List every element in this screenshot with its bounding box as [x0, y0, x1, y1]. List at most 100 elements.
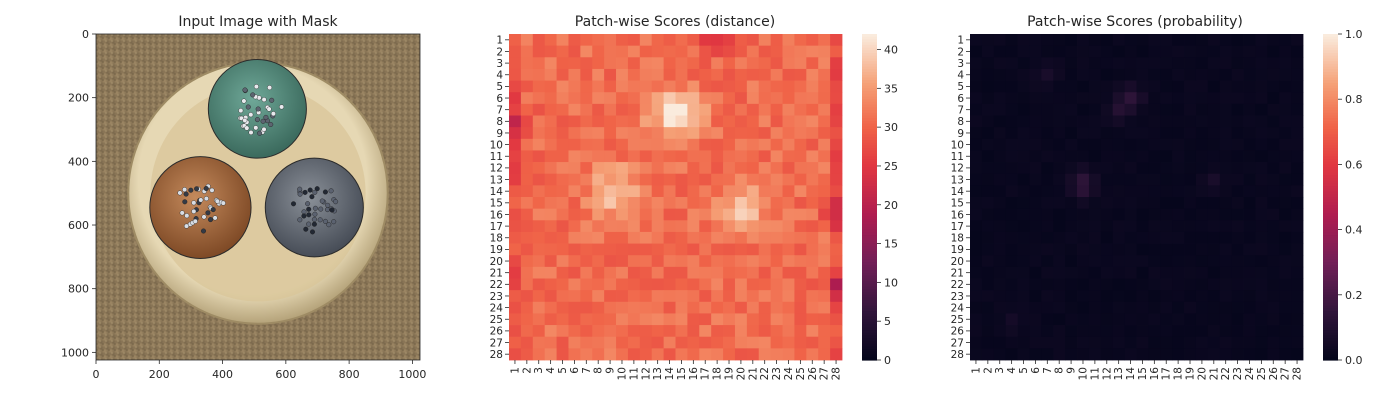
heatmap-cell [782, 162, 795, 175]
colorbar-segment [1323, 66, 1338, 70]
colorbar-segment [862, 327, 877, 331]
colorbar-segment [862, 50, 877, 54]
heatmap-cell [711, 92, 724, 105]
heatmap-cell [1041, 92, 1054, 105]
x-tick-label: 10 [616, 367, 628, 380]
heatmap-cell [993, 348, 1007, 361]
heatmap-cell [520, 266, 534, 279]
heatmap-cell [699, 162, 712, 175]
y-tick-label: 4 [496, 70, 503, 82]
heatmap-cell [1136, 45, 1149, 58]
heatmap-cell [1279, 325, 1292, 338]
heatmap-cell [1112, 325, 1125, 338]
heatmap-cell [1148, 220, 1161, 233]
heatmap-cell [818, 313, 831, 326]
heatmap-cell [794, 173, 807, 186]
heatmap-cell [1077, 255, 1090, 268]
heatmap-cell [993, 243, 1007, 256]
heatmap-cell [981, 231, 995, 244]
heatmap-cell [1219, 162, 1233, 175]
heatmap-cell [1041, 127, 1054, 140]
x-tick-label: 20 [735, 367, 747, 380]
heatmap-cell [830, 243, 843, 256]
heatmap-cell [544, 127, 557, 140]
heatmap-cell [1088, 57, 1102, 70]
heatmap-cell [544, 34, 557, 47]
heatmap-cell [663, 266, 676, 279]
heatmap-cell [1231, 278, 1244, 291]
heatmap-cell [1088, 290, 1102, 303]
heatmap-cell [651, 103, 664, 116]
heatmap-cell [734, 266, 748, 279]
y-tick-label: 2 [957, 46, 964, 58]
heatmap-cell [970, 150, 983, 163]
x-tick-label: 8 [1054, 367, 1066, 374]
heatmap-cell [970, 57, 983, 70]
heatmap-cell [520, 208, 534, 221]
y-tick-label: 8 [496, 116, 503, 128]
heatmap-cell [532, 34, 546, 47]
heatmap-cell [639, 278, 653, 291]
heatmap-cell [1100, 255, 1114, 268]
heatmap-cell [627, 197, 641, 210]
heatmap-cell [723, 92, 736, 105]
x-tick-label: 24 [1244, 367, 1256, 381]
heatmap-cell [616, 336, 629, 349]
heatmap-cell [723, 278, 736, 291]
colorbar-segment [1323, 191, 1338, 195]
heatmap-cell [711, 220, 724, 233]
heatmap-cell [1291, 325, 1304, 338]
heatmap-cell [532, 92, 546, 105]
heatmap-cell [1231, 255, 1244, 268]
heatmap-cell [1077, 301, 1090, 314]
x-tick-label: 0 [93, 368, 100, 381]
heatmap-cell [568, 68, 581, 81]
heatmap-cell [1255, 243, 1268, 256]
heatmap-cell [711, 185, 724, 198]
heatmap-cell [1184, 243, 1197, 256]
heatmap-cell [1231, 57, 1244, 70]
heatmap-cell [1029, 68, 1042, 81]
heatmap-cell [970, 115, 983, 128]
colorbar-segment [1323, 112, 1338, 117]
heatmap-cell [782, 115, 795, 128]
heatmap-cell [627, 185, 641, 198]
heatmap-cell [1112, 220, 1125, 233]
heatmap-cell [509, 45, 522, 58]
heatmap-cell [830, 325, 843, 338]
heatmap-cell [1077, 57, 1090, 70]
heatmap-cell [687, 150, 700, 163]
heatmap-cell [830, 45, 843, 58]
colorbar-segment [862, 281, 877, 285]
heatmap-cell [806, 162, 819, 175]
heatmap-cell [734, 255, 748, 268]
heatmap-cell [675, 325, 688, 338]
heatmap-cell [1255, 103, 1268, 116]
heatmap-cell [1100, 197, 1114, 210]
colorbar-segment [1323, 262, 1338, 266]
heatmap-cell [520, 325, 534, 338]
heatmap-cell [1041, 301, 1054, 314]
heatmap-cell [1291, 313, 1304, 326]
heatmap-cell [734, 92, 748, 105]
heatmap-cell [1100, 68, 1114, 81]
heatmap-cell [711, 115, 724, 128]
heatmap-cell [1184, 57, 1197, 70]
heatmap-cell [1195, 208, 1209, 221]
distance-title: Patch-wise Scores (distance) [575, 14, 775, 30]
heatmap-cell [580, 162, 593, 175]
heatmap-cell [1279, 301, 1292, 314]
heatmap-cell [1279, 243, 1292, 256]
heatmap-cell [1088, 313, 1102, 326]
heatmap-cell [1136, 301, 1149, 314]
heatmap-cell [1065, 278, 1078, 291]
heatmap-cell [1160, 115, 1173, 128]
x-tick-label: 3 [533, 367, 545, 374]
heatmap-cell [723, 266, 736, 279]
heatmap-cell [509, 103, 522, 116]
heatmap-cell [544, 243, 557, 256]
heatmap-cell [1100, 127, 1114, 140]
y-tick-label: 17 [951, 221, 964, 233]
heatmap-cell [1243, 197, 1256, 210]
colorbar-segment [1323, 332, 1338, 337]
